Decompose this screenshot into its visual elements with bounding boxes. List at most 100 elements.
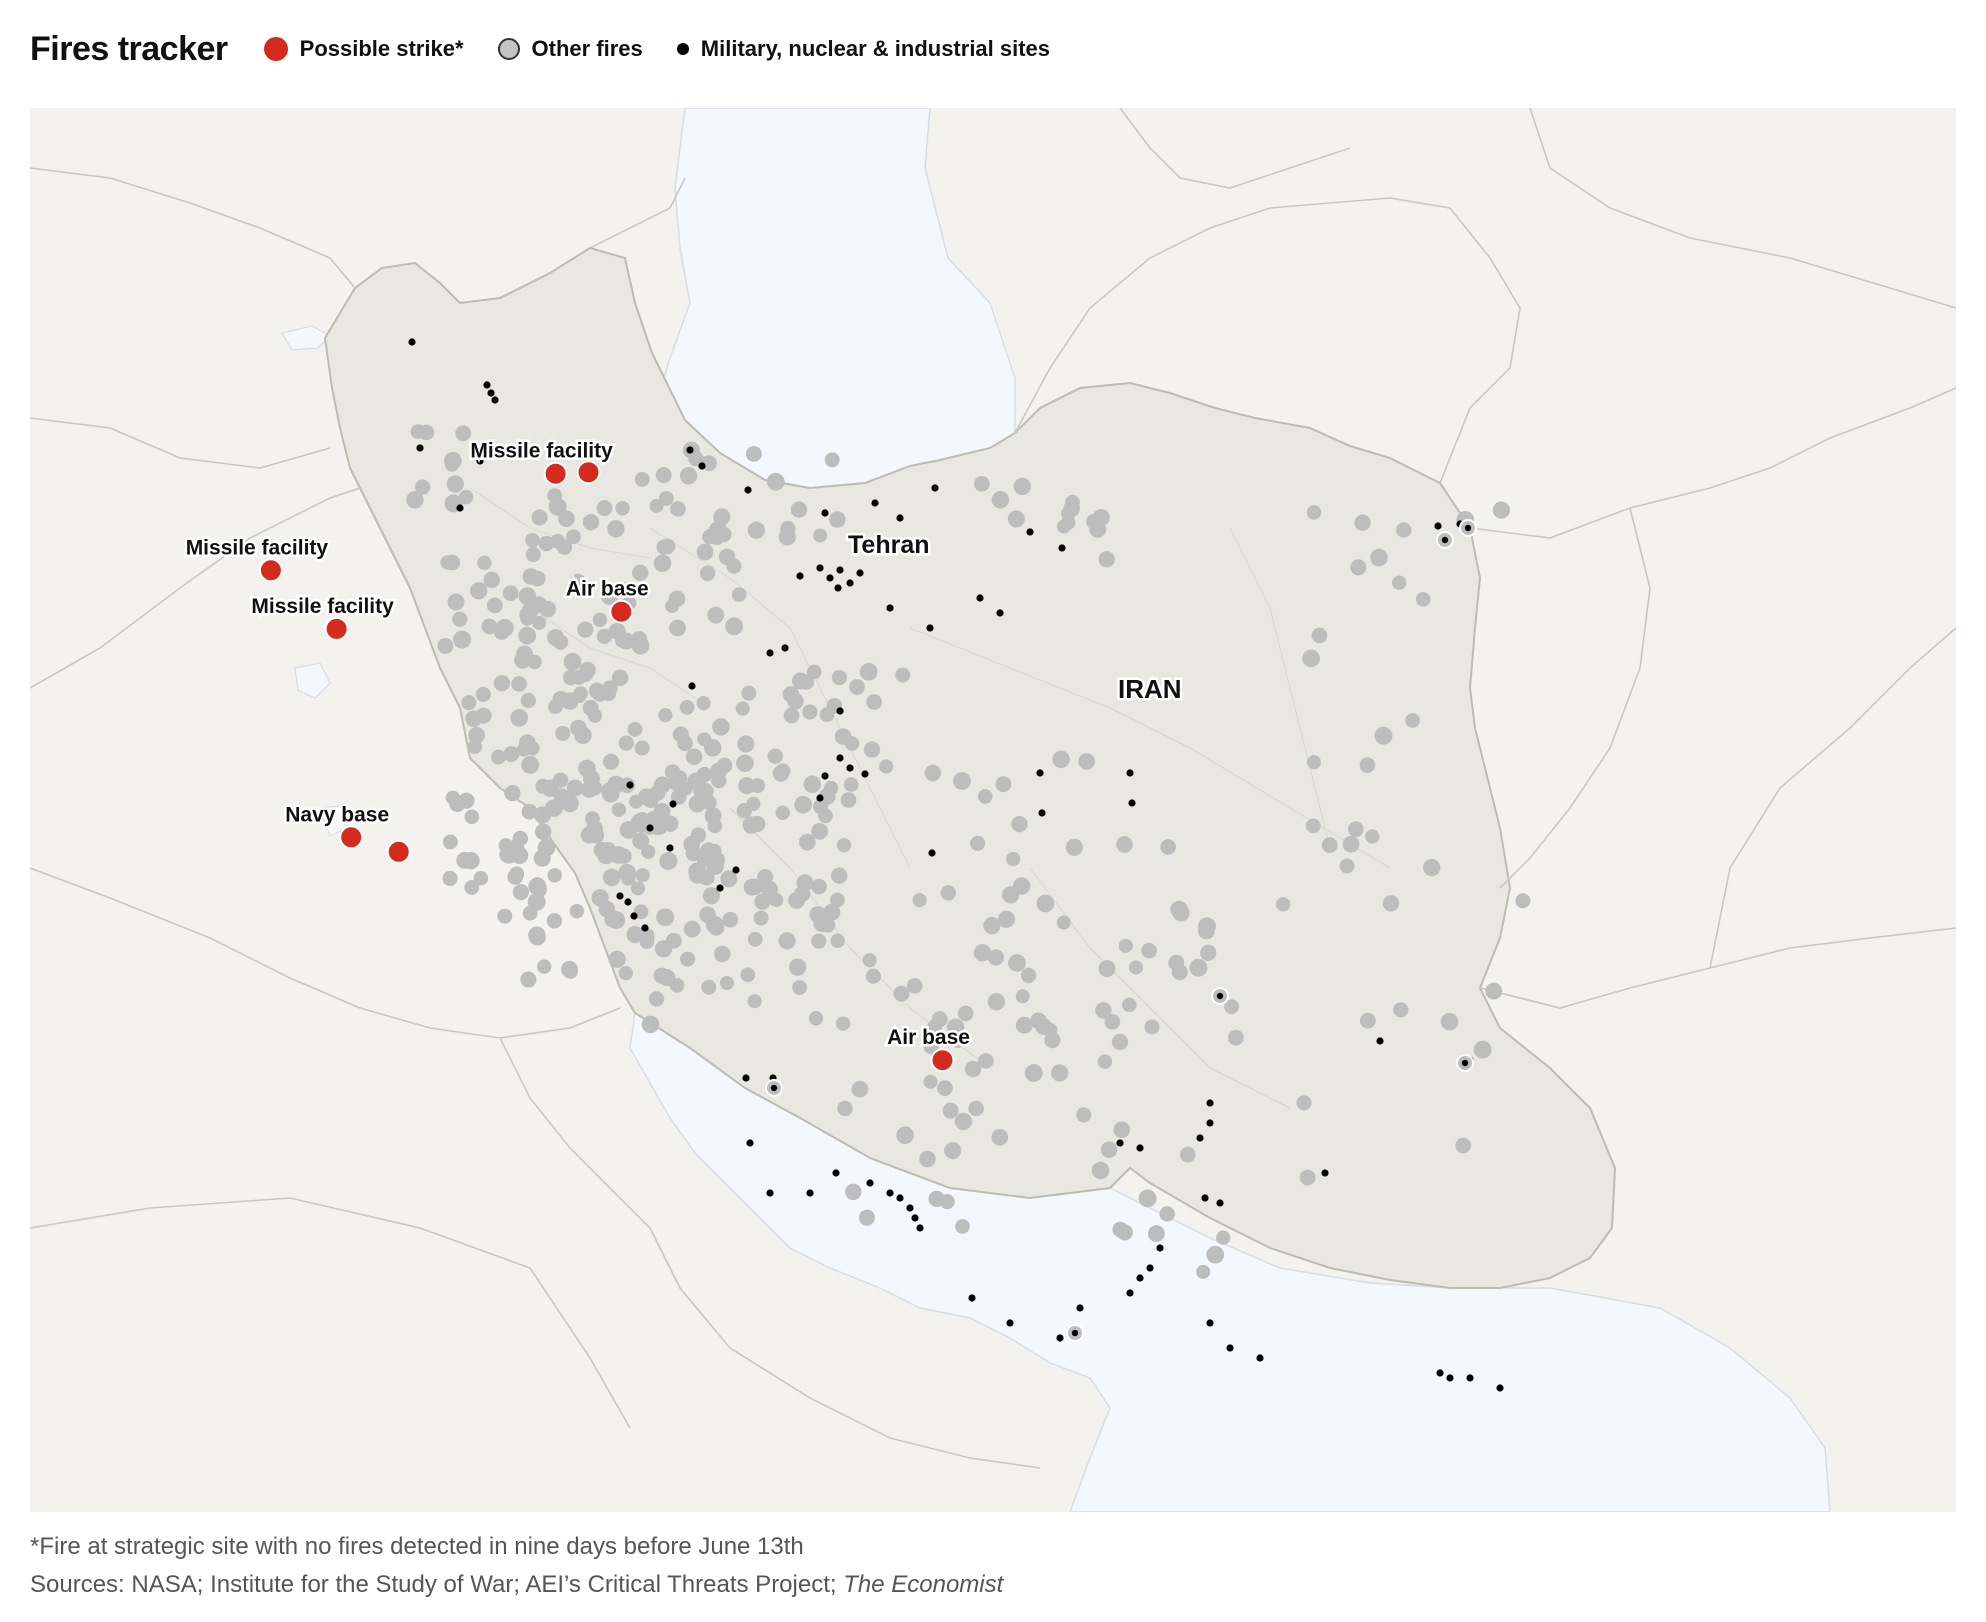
site-dot [742,1074,750,1082]
fire-dot [690,827,707,843]
fire-dot [789,958,807,976]
fire-dot [859,662,878,681]
fire-dot [736,803,752,819]
site-dot [781,644,789,652]
site-dot [1136,1274,1144,1282]
fire-dot [1415,592,1431,607]
fire-dot [767,748,783,764]
fire-dot [1189,958,1208,977]
site-dot [796,572,804,580]
fire-dot [531,509,548,526]
fire-dot [964,1060,982,1078]
possible-strike-marker [543,461,568,486]
fire-dot [495,618,514,637]
site-dot [832,1169,840,1177]
fire-dot [1091,1161,1110,1180]
site-dot [911,1214,919,1222]
fire-dot [844,736,860,751]
fire-dot [1086,514,1101,530]
fire-dot [518,626,537,645]
site-dot [1058,544,1066,552]
site-dot [1006,1319,1014,1327]
fire-dot [1302,649,1320,668]
fire-dot [1473,1040,1492,1059]
fire-dot [661,815,679,832]
fire-dot [1112,1221,1129,1238]
fire-dot [632,564,649,581]
fire-dot [775,805,790,820]
fire-dot [1485,982,1503,1000]
fire-dot [1015,1016,1033,1034]
site-dot [630,912,638,920]
fire-dot [1354,514,1371,531]
fire-dot [865,968,881,984]
fire-dot [458,489,474,505]
fire-dot [630,881,646,896]
fire-swatch-icon [497,38,520,60]
fire-dot [473,871,489,886]
fire-dot [738,777,756,795]
fire-dot [747,931,763,947]
fire-dot [1100,1141,1118,1158]
fire-dot [895,667,911,683]
site-dot [896,514,904,522]
fire-dot [1078,753,1095,770]
fire-dot [1305,818,1321,834]
fire-dot [596,500,613,517]
fire-dot [639,934,655,949]
legend-item-possible-strike: Possible strike* [263,36,464,62]
fire-dot [561,692,579,710]
site-dot [483,381,491,389]
site-dot [476,457,484,465]
site-dot [816,794,824,802]
fire-dot [955,1219,970,1234]
fire-dot [688,451,704,467]
fire-dot [946,1018,965,1036]
fire-dot [464,880,480,895]
fire-dot [569,903,585,919]
fire-dot [618,863,636,882]
fire-dot [680,951,696,967]
site-dot [856,569,864,577]
fire-dot [1098,960,1116,978]
fire-dot [753,910,769,926]
fire-dot [1359,757,1376,773]
fire-dot [818,808,833,824]
fire-dot [548,699,563,715]
fire-dot [522,905,538,921]
fire-dot [483,571,500,589]
site-dot [996,609,1004,617]
strike-label: Missile facility [186,536,329,559]
fire-dot [569,573,587,590]
fire-dot [991,1128,1009,1146]
site-dot [846,579,854,587]
fire-dot [514,652,531,669]
fire-dot [688,795,706,813]
sources-text: Sources: NASA; Institute for the Study o… [30,1571,844,1598]
site-dot [861,770,869,778]
site-dot [821,772,829,780]
fire-dot [1008,954,1026,972]
map-panel[interactable]: Missile facility Missile facility Missile … [30,108,1956,1512]
site-dot [646,824,654,832]
site-dot [666,844,674,852]
fire-dot [1147,1225,1165,1243]
fire-dot [1382,895,1400,912]
fire-dot [477,555,492,570]
fire-dot [766,472,785,491]
chart-title: Fires tracker [30,29,228,68]
fire-dot [520,971,537,988]
fire-dot [563,652,582,671]
fire-dot [1216,1230,1231,1245]
fire-dot [685,748,703,766]
fire-dot [1030,1012,1047,1029]
site-dot [698,462,706,470]
fire-dot [863,741,881,758]
neighbor-borders [30,108,1956,1469]
fire-dot [696,783,714,800]
map-canvas[interactable]: Missile facility Missile facility Missile … [30,108,1956,1512]
fire-dot [602,753,620,770]
fire-dot [449,795,466,812]
fire-dot [486,597,503,614]
fire-dot [580,781,598,798]
